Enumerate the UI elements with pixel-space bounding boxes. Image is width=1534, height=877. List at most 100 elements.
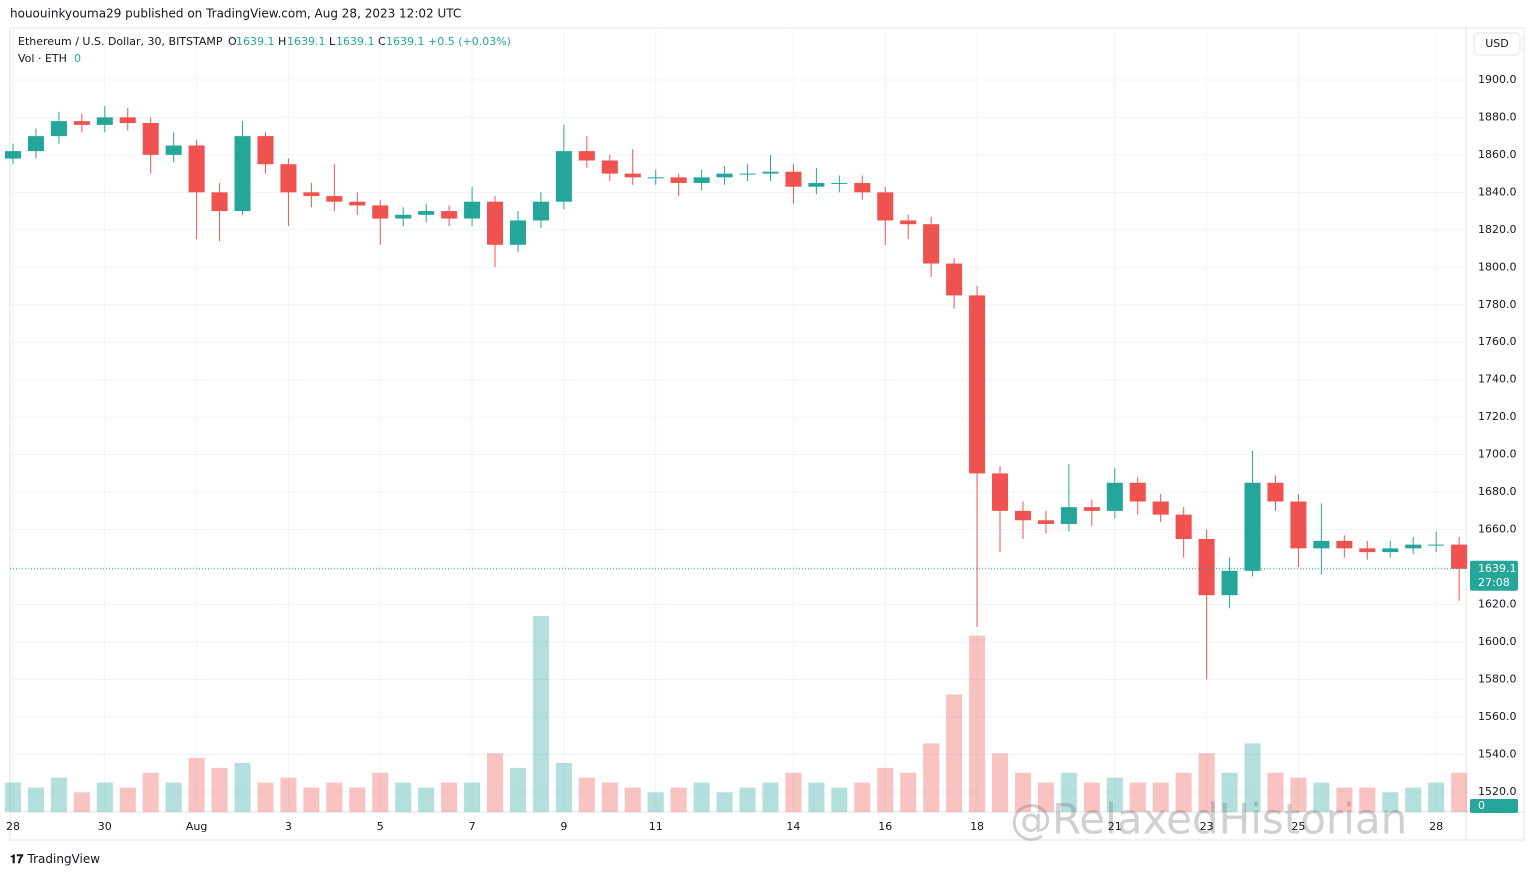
- volume-bar: [1106, 777, 1123, 812]
- volume-bar: [1198, 753, 1215, 812]
- volume-bar: [877, 767, 894, 812]
- candle-body: [647, 177, 664, 179]
- candle-body: [1083, 507, 1100, 511]
- candle-body: [509, 220, 527, 245]
- volume-bar: [1014, 772, 1032, 812]
- candle-body: [1451, 544, 1468, 569]
- candle-body: [808, 182, 825, 187]
- y-tick-label: 1720.0: [1478, 410, 1517, 423]
- close: 1639.1: [386, 35, 425, 48]
- volume-bar: [601, 782, 618, 812]
- x-tick-label: 7: [469, 820, 476, 833]
- candle-body: [349, 201, 366, 206]
- candle-body: [739, 173, 756, 175]
- y-tick-label: 1620.0: [1478, 598, 1517, 611]
- candle-body: [142, 123, 159, 155]
- candle-body: [1244, 482, 1261, 571]
- price-tag-countdown: 27:08: [1478, 576, 1510, 589]
- volume-bar: [372, 772, 389, 812]
- candle-body: [693, 177, 710, 183]
- volume-bar: [1037, 782, 1054, 812]
- volume-bar: [1313, 782, 1330, 812]
- volume-bar: [1428, 782, 1445, 812]
- candle-body: [555, 151, 572, 202]
- candle-body: [96, 117, 113, 125]
- candle-body: [762, 171, 779, 174]
- candle-body: [441, 211, 458, 219]
- volume-bar: [808, 782, 825, 812]
- open: 1639.1: [236, 35, 275, 48]
- volume-bar: [464, 782, 481, 812]
- candle-body: [716, 173, 733, 178]
- volume-bar: [73, 792, 90, 812]
- volume-bar: [395, 782, 412, 812]
- o-label: O: [228, 35, 237, 48]
- y-tick-label: 1860.0: [1478, 148, 1517, 161]
- volume-bar: [1221, 772, 1238, 812]
- l-label: L: [329, 35, 336, 48]
- volume-bar: [716, 792, 733, 812]
- volume-bar: [1290, 777, 1307, 812]
- currency-label: USD: [1485, 37, 1509, 50]
- vol-label: Vol · ETH: [18, 52, 67, 65]
- price-tag-value: 1639.1: [1478, 562, 1517, 575]
- candle-body: [991, 473, 1009, 511]
- candle-body: [395, 214, 412, 219]
- volume-bar: [27, 787, 44, 812]
- candle-body: [303, 192, 320, 197]
- volume-bar: [900, 772, 917, 812]
- volume-bar: [624, 787, 641, 812]
- volume-bar: [762, 782, 779, 812]
- frame: [9, 27, 1525, 841]
- volume-tag: [1470, 799, 1518, 813]
- candle-body: [326, 196, 343, 202]
- candle-body: [165, 145, 182, 155]
- candle-body: [211, 192, 228, 212]
- x-tick-label: 5: [377, 820, 384, 833]
- x-tick-label: 30: [98, 820, 112, 833]
- volume-bar: [578, 777, 595, 812]
- candle-body: [234, 136, 251, 212]
- currency-button[interactable]: [1473, 32, 1521, 56]
- volume-bar: [303, 787, 320, 812]
- volume-bar: [1336, 787, 1353, 812]
- y-tick-label: 1580.0: [1478, 673, 1517, 686]
- y-tick-label: 1740.0: [1478, 373, 1517, 386]
- candle-body: [1106, 482, 1123, 511]
- volume-bar: [1152, 782, 1169, 812]
- volume-bar: [96, 782, 113, 812]
- volume-bar: [739, 787, 756, 812]
- change: +0.5 (+0.03%): [428, 35, 511, 48]
- candle-body: [1290, 501, 1307, 549]
- candle-body: [1175, 514, 1192, 539]
- y-tick-label: 1520.0: [1478, 785, 1517, 798]
- symbol: Ethereum / U.S. Dollar, 30, BITSTAMP: [18, 35, 223, 48]
- candle-body: [50, 121, 67, 137]
- candle-body: [1037, 520, 1054, 524]
- footer: TradingView: [27, 852, 101, 866]
- volume-bar: [142, 772, 159, 812]
- low: 1639.1: [336, 35, 375, 48]
- y-tick-label: 1540.0: [1478, 747, 1517, 760]
- volume-bar: [1060, 772, 1077, 812]
- volume-bar: [1083, 782, 1100, 812]
- candle-body: [969, 295, 986, 474]
- candle-body: [1405, 544, 1422, 549]
- volume-bar: [211, 767, 228, 812]
- candle-body: [854, 182, 871, 193]
- y-tick-label: 1760.0: [1478, 335, 1517, 348]
- candle-body: [785, 171, 802, 187]
- y-tick-label: 1560.0: [1478, 710, 1517, 723]
- candle-body: [624, 173, 641, 178]
- volume-bar: [647, 792, 664, 812]
- candle-body: [27, 136, 44, 152]
- volume-bar: [280, 777, 297, 812]
- volume-bar: [1382, 792, 1399, 812]
- volume-bar: [670, 787, 687, 812]
- vol: 0: [74, 52, 81, 65]
- volume-bar: [188, 758, 205, 812]
- candle-body: [188, 145, 205, 193]
- high: 1639.1: [287, 35, 326, 48]
